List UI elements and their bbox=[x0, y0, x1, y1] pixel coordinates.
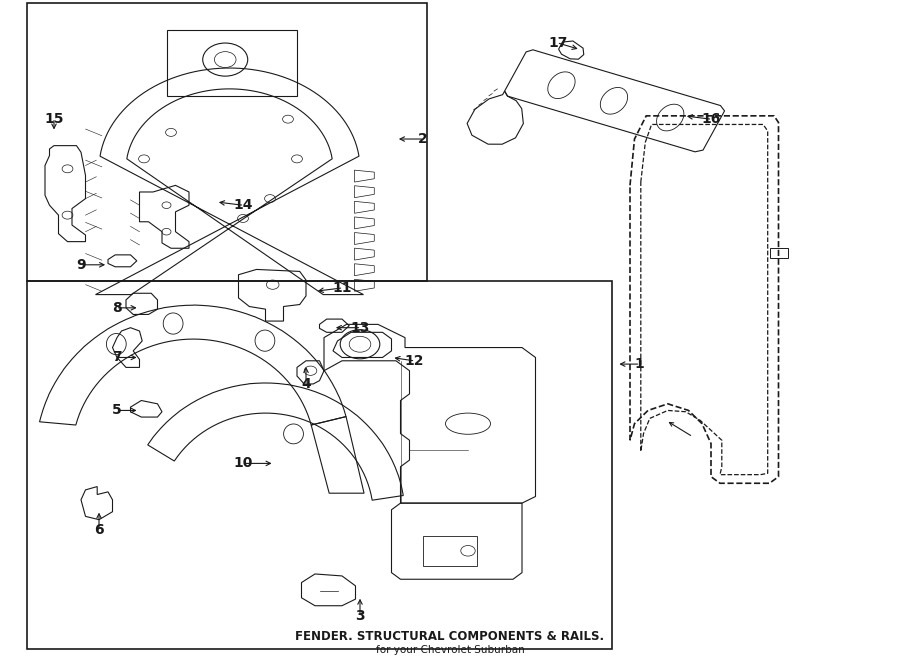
Text: 5: 5 bbox=[112, 403, 122, 418]
Text: 4: 4 bbox=[302, 377, 310, 391]
Text: for your Chevrolet Suburban: for your Chevrolet Suburban bbox=[375, 645, 525, 655]
Bar bbox=[27, 3, 427, 281]
Text: 9: 9 bbox=[76, 258, 86, 272]
Text: 3: 3 bbox=[356, 608, 364, 623]
Text: FENDER. STRUCTURAL COMPONENTS & RAILS.: FENDER. STRUCTURAL COMPONENTS & RAILS. bbox=[295, 630, 605, 643]
Text: 7: 7 bbox=[112, 350, 122, 365]
Text: 8: 8 bbox=[112, 301, 122, 315]
Text: 13: 13 bbox=[350, 320, 370, 335]
Text: 12: 12 bbox=[404, 354, 424, 368]
Text: 14: 14 bbox=[233, 198, 253, 213]
Bar bbox=[423, 536, 477, 566]
Text: 11: 11 bbox=[332, 281, 352, 295]
Text: 1: 1 bbox=[634, 357, 644, 371]
Bar bbox=[770, 248, 788, 258]
Text: 2: 2 bbox=[418, 132, 427, 146]
Bar bbox=[27, 281, 612, 649]
Text: 6: 6 bbox=[94, 522, 104, 537]
Text: 15: 15 bbox=[44, 112, 64, 126]
Text: 17: 17 bbox=[548, 36, 568, 50]
Text: 10: 10 bbox=[233, 456, 253, 471]
Text: 16: 16 bbox=[701, 112, 721, 126]
Bar bbox=[166, 30, 297, 96]
